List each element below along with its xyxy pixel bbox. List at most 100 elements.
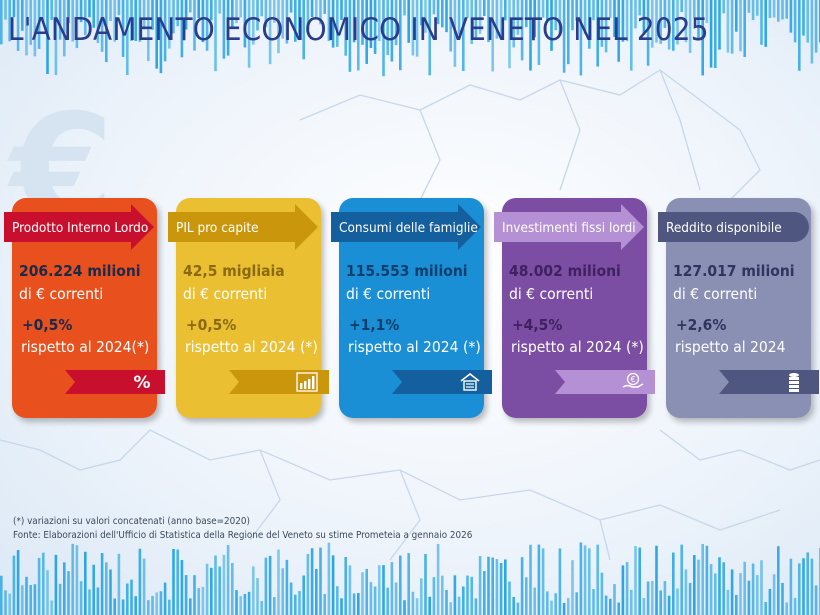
decorative-bar xyxy=(256,578,259,615)
decorative-bar xyxy=(756,575,759,615)
card-comparison: rispetto al 2024(*) xyxy=(21,338,150,356)
decorative-bar xyxy=(25,576,28,615)
decorative-bar xyxy=(63,0,66,57)
decorative-bar xyxy=(504,559,507,615)
decorative-bar xyxy=(554,0,557,31)
decorative-bar xyxy=(365,568,368,615)
decorative-bar xyxy=(79,0,83,23)
decorative-bar xyxy=(294,0,297,42)
decorative-bar xyxy=(159,591,163,615)
decorative-bar xyxy=(252,566,255,615)
card-banner: Reddito disponibile xyxy=(658,212,809,242)
decorative-bar xyxy=(655,0,658,43)
decorative-bar xyxy=(176,549,179,615)
decorative-bar xyxy=(67,0,70,24)
decorative-bar xyxy=(231,0,234,28)
card-value: 127.017 milioni xyxy=(673,262,795,280)
decorative-bar xyxy=(705,0,709,24)
decorative-bar xyxy=(806,0,809,43)
decorative-bar xyxy=(504,0,507,21)
decorative-bar xyxy=(499,563,503,615)
decorative-bar xyxy=(562,602,566,615)
decorative-bar xyxy=(21,585,24,615)
decorative-bar xyxy=(436,543,440,615)
decorative-bar xyxy=(407,553,410,615)
decorative-bar xyxy=(201,0,205,43)
decorative-bar xyxy=(760,0,763,45)
hand-euro-icon: € xyxy=(622,372,644,392)
decorative-bar xyxy=(537,0,541,65)
decorative-bar xyxy=(403,0,406,16)
decorative-bar xyxy=(222,554,226,615)
decorative-bar xyxy=(491,0,494,72)
decorative-bar xyxy=(432,0,436,15)
card-value-number: 206.224 xyxy=(19,262,83,280)
decorative-bar xyxy=(453,0,457,67)
decorative-bar xyxy=(483,571,486,615)
decorative-bar xyxy=(403,600,406,615)
card-currency-label: di € correnti xyxy=(183,285,268,303)
indicator-card: PIL pro capite 42,5 migliaia di € correnti… xyxy=(168,198,329,418)
decorative-bar xyxy=(798,0,801,71)
decorative-bar xyxy=(126,0,129,76)
decorative-bar xyxy=(449,602,452,615)
decorative-bar xyxy=(277,0,280,54)
decorative-bar xyxy=(239,596,242,615)
decorative-bar xyxy=(814,0,818,53)
decorative-bar xyxy=(533,0,536,38)
decorative-bar xyxy=(4,0,7,20)
decorative-bar xyxy=(441,0,444,28)
decorative-bar xyxy=(634,0,637,29)
decorative-bar xyxy=(361,0,364,45)
banner-arrow-shape xyxy=(331,204,481,250)
decorative-bar xyxy=(596,544,599,615)
card-icon-ribbon xyxy=(719,370,819,394)
decorative-bar xyxy=(592,0,595,21)
decorative-bar xyxy=(592,589,595,615)
card-comparison: rispetto al 2024 (*) xyxy=(511,338,644,356)
decorative-bar xyxy=(46,570,49,615)
decorative-bar xyxy=(747,0,751,13)
decorative-bar xyxy=(588,548,591,615)
decorative-bar xyxy=(676,588,679,615)
decorative-bar xyxy=(651,580,654,615)
decorative-bar xyxy=(197,0,200,18)
card-value-number: 48.002 xyxy=(509,262,563,280)
decorative-bar xyxy=(424,554,427,615)
indicator-card: Consumi delle famiglie 115.553 milioni di … xyxy=(331,198,492,418)
decorative-bar xyxy=(357,0,360,71)
decorative-bar xyxy=(693,0,696,18)
card-icon-ribbon: % xyxy=(65,370,165,394)
decorative-bar xyxy=(583,0,587,35)
decorative-bar xyxy=(470,0,473,44)
decorative-bar xyxy=(214,555,217,615)
decorative-bar xyxy=(646,0,650,66)
card-label: PIL pro capite xyxy=(176,220,259,236)
decorative-bar xyxy=(546,591,549,615)
decorative-bar xyxy=(168,599,171,615)
decorative-bar xyxy=(134,0,137,41)
decorative-bar xyxy=(285,559,289,615)
decorative-bar xyxy=(550,0,553,51)
decorative-bar xyxy=(306,553,310,615)
decorative-bar xyxy=(327,0,331,42)
decorative-bar xyxy=(483,0,486,16)
decorative-bar xyxy=(617,0,620,62)
decorative-bar xyxy=(760,560,763,615)
indicator-card: Prodotto Interno Lordo 206.224 milioni di … xyxy=(4,198,165,418)
house-icon xyxy=(459,372,480,392)
decorative-bar xyxy=(810,558,814,615)
decorative-bar xyxy=(684,0,688,43)
decorative-bar xyxy=(218,0,221,14)
decorative-bar xyxy=(79,581,83,615)
decorative-bar xyxy=(781,0,784,20)
decorative-bar xyxy=(96,0,100,44)
decorative-bar xyxy=(751,0,755,21)
decorative-bar xyxy=(697,0,700,41)
decorative-bar xyxy=(205,0,209,51)
decorative-bars-top xyxy=(0,0,820,77)
decorative-bar xyxy=(369,0,373,48)
decorative-bar xyxy=(659,590,662,615)
decorative-bar xyxy=(718,0,721,50)
svg-text:€: € xyxy=(630,375,635,384)
